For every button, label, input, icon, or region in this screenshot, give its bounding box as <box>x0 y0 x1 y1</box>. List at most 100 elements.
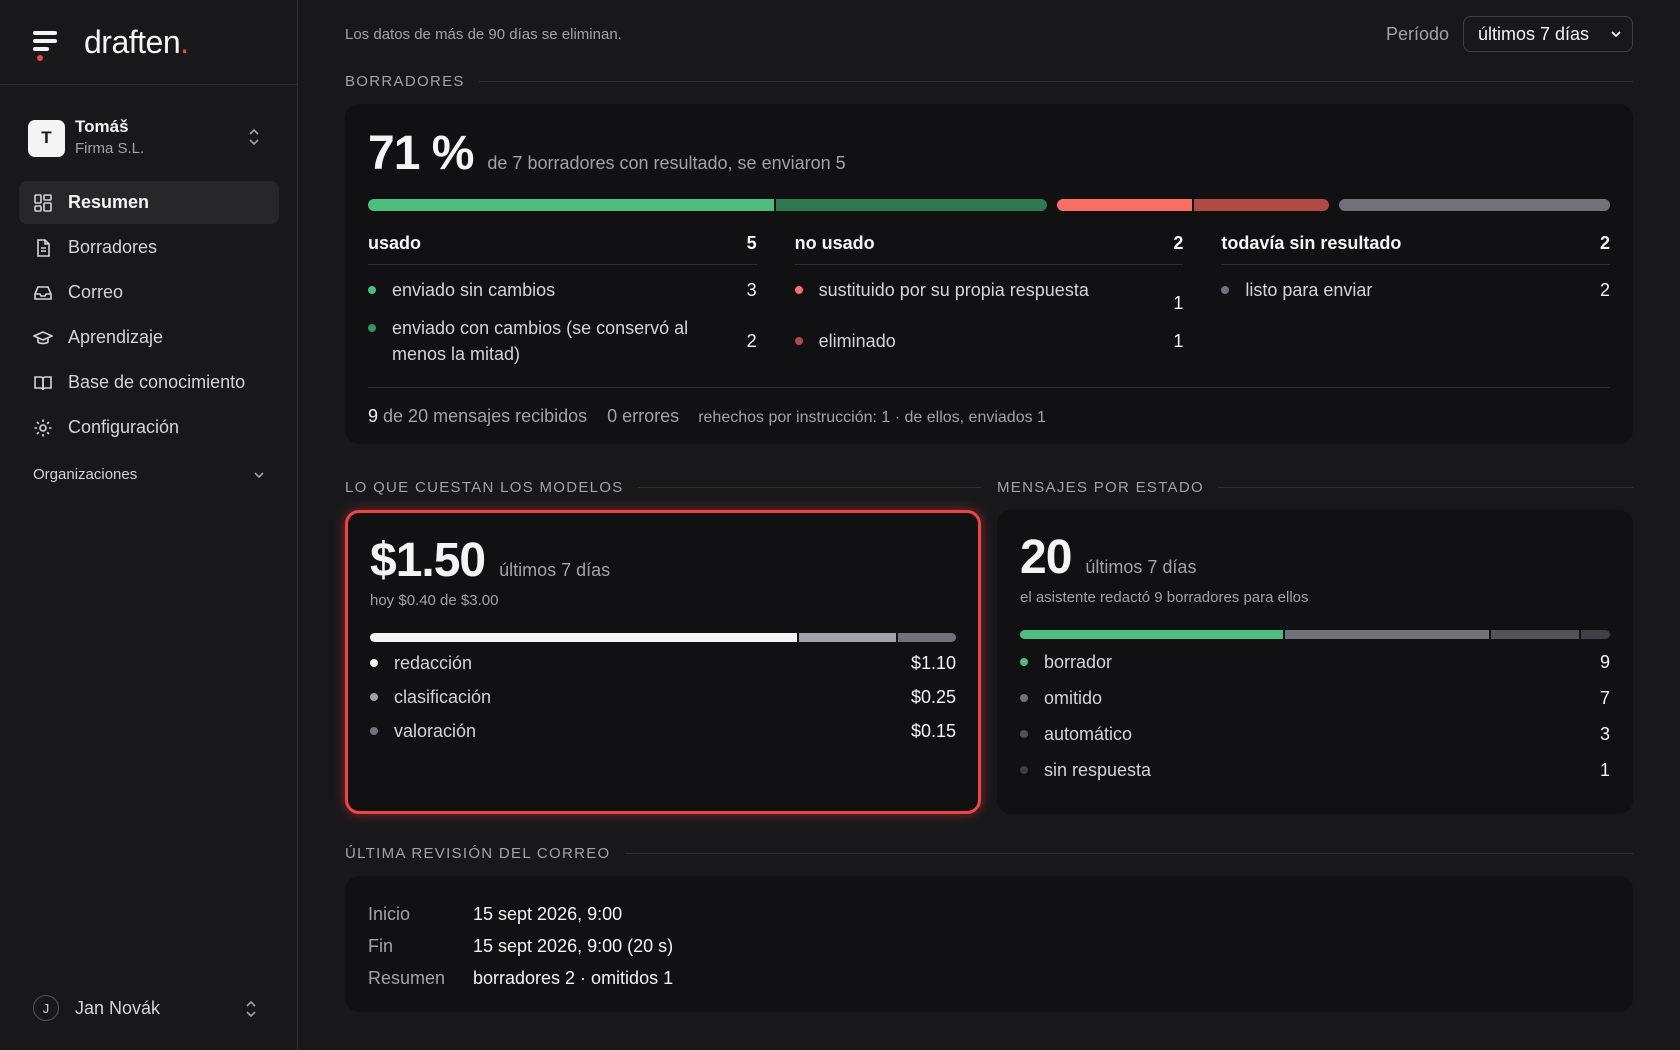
legend-dot <box>1020 730 1028 738</box>
legend-item: borrador 9 <box>1020 649 1610 675</box>
period-label: Período <box>1385 23 1449 44</box>
section-title-costs: LO QUE CUESTAN LOS MODELOS <box>345 474 981 500</box>
nav-item-aprendizaje[interactable]: Aprendizaje <box>19 316 279 359</box>
drafts-breakdown: usado 5 enviado sin cambios 3 enviado con ca… <box>368 233 1611 367</box>
drafts-group-header: usado 5 <box>368 233 757 265</box>
legend-item: clasificación $0.25 <box>370 684 956 710</box>
section-title-review: ÚLTIMA REVISIÓN DEL CORREO <box>345 840 1633 866</box>
legend-item-label: automático <box>1044 724 1133 744</box>
legend-item-label: borrador <box>1044 652 1113 672</box>
legend-item-value: 7 <box>1599 688 1610 708</box>
review-row: Fin 15 sept 2026, 9:00 (20 s) <box>368 930 1610 962</box>
bar-segment <box>776 199 1047 211</box>
legend-item: sin respuesta 1 <box>1020 757 1610 783</box>
redone-count: rehechos por instrucción: 1 · de ellos, … <box>698 409 1046 426</box>
status-total: 20 <box>1020 531 1072 584</box>
legend-dot <box>368 324 376 332</box>
chevrons-up-down-icon <box>249 128 259 146</box>
chevron-down-icon <box>254 471 264 478</box>
legend-dot <box>370 659 378 667</box>
status-note: el asistente redactó 9 borradores para e… <box>1020 589 1309 606</box>
legend-dot <box>370 693 378 701</box>
review-key: Fin <box>368 936 394 956</box>
drafts-footer: 9 de 20 mensajes recibidos 0 errores reh… <box>368 387 1610 427</box>
drafts-group-header: todavía sin resultado 2 <box>1221 233 1611 265</box>
brand-logo[interactable]: draften. <box>84 23 189 60</box>
costs-card[interactable]: $1.50 últimos 7 días hoy $0.40 de $3.00 … <box>345 510 981 814</box>
org-name: Tomáš <box>75 117 129 136</box>
legend-dot <box>1020 766 1028 774</box>
drafts-group: todavía sin resultado 2 listo para enviar 2 <box>1221 233 1611 367</box>
organizations-label: Organizaciones <box>33 466 138 483</box>
legend-item-label: omitido <box>1044 688 1103 708</box>
drafts-group-label: usado <box>368 233 422 253</box>
drafts-item-left: listo para enviar <box>1221 277 1372 303</box>
section-title-drafts: BORRADORES <box>345 68 1633 94</box>
drafts-group-label: todavía sin resultado <box>1221 233 1402 253</box>
org-switcher[interactable]: T Tomáš Firma S.L. <box>28 113 272 163</box>
menu-icon[interactable] <box>33 31 59 61</box>
legend-item-value: 9 <box>1599 652 1610 672</box>
review-value: 15 sept 2026, 9:00 (20 s) <box>473 936 674 956</box>
nav-item-resumen[interactable]: Resumen <box>19 181 279 224</box>
org-avatar: T <box>28 119 65 157</box>
drafts-item: eliminado 1 <box>794 328 1184 354</box>
legend-item-label: clasificación <box>394 687 492 707</box>
topbar: Los datos de más de 90 días se eliminan.… <box>345 0 1633 68</box>
nav-item-label: Borradores <box>68 237 158 257</box>
user-menu[interactable]: J Jan Novák <box>33 993 265 1023</box>
nav-item-configuracion[interactable]: Configuración <box>19 406 279 449</box>
nav-item-base-conocimiento[interactable]: Base de conocimiento <box>19 361 279 404</box>
nav-item-label: Correo <box>68 282 124 302</box>
costs-total: $1.50 <box>370 534 486 587</box>
review-key: Resumen <box>368 968 446 988</box>
drafts-item-left: enviado sin cambios <box>368 277 555 303</box>
org-company: Firma S.L. <box>75 140 145 157</box>
drafts-group: no usado 2 sustituido por su propia respue… <box>794 233 1184 367</box>
user-name: Jan Novák <box>75 997 161 1018</box>
main-content: Los datos de más de 90 días se eliminan.… <box>345 0 1633 1012</box>
legend-dot <box>1020 694 1028 702</box>
gear-icon <box>34 419 52 436</box>
legend-item: valoración $0.15 <box>370 718 956 744</box>
chevron-down-icon <box>1611 31 1621 38</box>
legend-item-left: redacción <box>370 650 472 676</box>
bar-segment <box>1284 630 1490 639</box>
organizations-section-toggle[interactable]: Organizaciones <box>33 466 265 483</box>
drafts-group-count: 5 <box>746 233 757 253</box>
errors-count: 0 errores <box>607 406 680 426</box>
legend-item-value: 3 <box>1599 724 1610 744</box>
legend-item-value: $1.10 <box>910 653 956 673</box>
graduation-cap-icon <box>33 330 53 344</box>
status-card: 20 últimos 7 días el asistente redactó 9… <box>997 510 1633 814</box>
user-avatar: J <box>33 995 59 1021</box>
main-nav: Resumen Borradores Correo Aprendizaje Ba… <box>19 181 279 451</box>
drafts-item-label: listo para enviar <box>1245 280 1373 300</box>
legend-item: omitido 7 <box>1020 685 1610 711</box>
review-card: Inicio 15 sept 2026, 9:00 Fin 15 sept 2026,… <box>345 876 1633 1012</box>
period-select[interactable]: últimos 7 días <box>1463 16 1633 52</box>
nav-item-borradores[interactable]: Borradores <box>19 226 279 269</box>
legend-dot <box>368 286 376 294</box>
legend-dot <box>794 286 803 294</box>
bar-segment <box>1056 199 1192 211</box>
costs-period: últimos 7 días <box>499 560 611 580</box>
drafts-item-value: 3 <box>746 280 757 300</box>
bar-segment <box>798 633 896 642</box>
drafts-percent: 71 % <box>368 127 474 180</box>
nav-item-correo[interactable]: Correo <box>19 271 279 314</box>
logo-row: draften. <box>0 0 297 85</box>
legend-item-label: sin respuesta <box>1044 760 1152 780</box>
sidebar: draften. T Tomáš Firma S.L. Resumen Borr… <box>0 0 298 1050</box>
dashboard-icon <box>34 193 52 212</box>
drafts-group-count: 2 <box>1600 233 1611 253</box>
bar-segment <box>1491 630 1579 639</box>
drafts-item-value: 1 <box>1173 331 1184 351</box>
bar-segment <box>1580 630 1610 639</box>
legend-item: redacción $1.10 <box>370 650 956 676</box>
book-icon <box>34 375 52 390</box>
legend-item-left: clasificación <box>370 684 491 710</box>
review-row: Inicio 15 sept 2026, 9:00 <box>368 898 1610 930</box>
drafts-item: sustituido por su propia respuesta 1 <box>794 277 1183 316</box>
drafts-item-label: sustituido por su propia respuesta <box>818 280 1089 300</box>
